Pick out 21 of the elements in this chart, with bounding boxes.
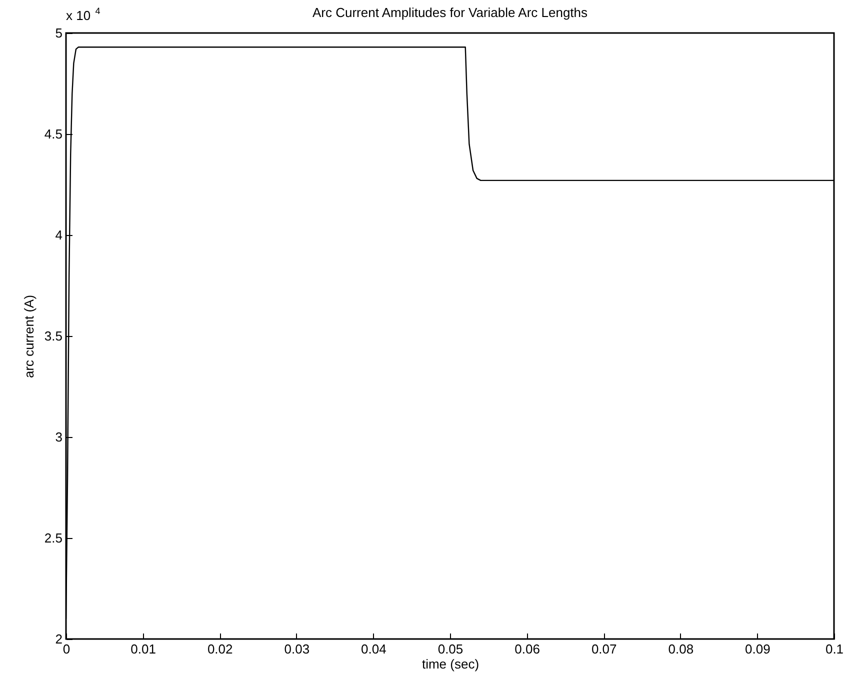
x-tick-label: 0.04 xyxy=(361,642,386,656)
y-axis-title: arc current (A) xyxy=(21,294,36,378)
y-tick-label: 2 xyxy=(55,632,62,646)
chart-title: Arc Current Amplitudes for Variable Arc Lengths xyxy=(312,5,588,20)
x-tick-label: 0.1 xyxy=(825,642,844,656)
x-tick-label: 0.01 xyxy=(130,642,156,656)
x-tick-label: 0.03 xyxy=(284,642,310,656)
y-tick-label: 3 xyxy=(55,430,62,444)
x-tick-label: 0.02 xyxy=(207,642,233,656)
y-tick-label: 2.5 xyxy=(44,530,62,546)
y-tick-label: 5 xyxy=(55,26,62,40)
x-tick-label: 0.05 xyxy=(438,642,464,656)
x-tick-label: 0 xyxy=(62,642,70,656)
x-axis-title: time (sec) xyxy=(422,656,480,672)
x-tick-label: 0.08 xyxy=(668,642,694,656)
x-tick-label: 0.06 xyxy=(514,642,540,656)
x-tick-label: 0.07 xyxy=(591,642,617,656)
y-tick-label: 4.5 xyxy=(44,126,62,142)
x-tick-label: 0.09 xyxy=(745,642,770,656)
y-tick-label: 4 xyxy=(55,228,62,242)
y-tick-label: 3.5 xyxy=(44,328,62,344)
